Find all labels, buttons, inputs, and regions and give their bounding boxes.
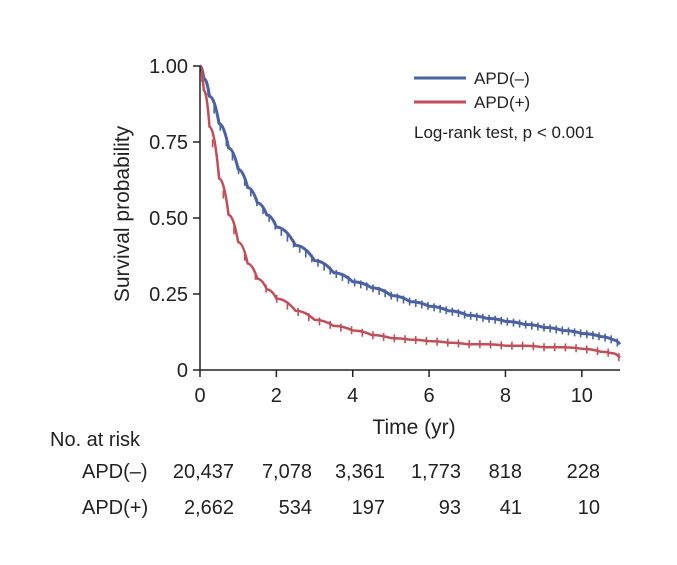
risk-row-label-apd-pos: APD(+) [82,497,148,519]
legend: APD(–) APD(+) Log-rank test, p < 0.001 [414,69,594,142]
series-line-apd-pos [198,64,621,359]
risk-value: 818 [489,461,522,483]
risk-value: 3,361 [335,461,385,483]
series-line-apd-neg [199,64,622,346]
risk-values: 20,437 7,078 3,361 1,773 818 228 2,662 534 197 93… [173,461,600,519]
x-tick-label: 4 [347,385,358,407]
risk-value: 2,662 [184,497,234,519]
y-tick-label: 1.00 [149,56,188,78]
risk-value: 197 [352,497,385,519]
risk-value: 1,773 [411,461,461,483]
tick-layer: 0 2 4 6 8 10 0 0.25 0.50 0.75 1.00 [149,56,593,407]
risk-row-label-apd-neg: APD(–) [82,461,148,483]
y-axis-title: Survival probability [111,125,134,302]
y-tick-label: 0 [177,360,188,382]
risk-value: 228 [567,461,600,483]
risk-value: 534 [279,497,312,519]
risk-value: 10 [578,497,600,519]
y-tick-label: 0.25 [149,284,188,306]
series-layer [198,64,622,362]
y-tick-label: 0.50 [149,208,188,230]
risk-value: 20,437 [173,461,234,483]
risk-value: 7,078 [262,461,312,483]
legend-label-apd-pos: APD(+) [474,93,530,112]
x-tick-label: 0 [194,385,205,407]
y-tick-label: 0.75 [149,132,188,154]
risk-table: No. at risk APD(–) APD(+) 20,437 7,078 3,3… [50,429,600,519]
x-tick-label: 2 [271,385,282,407]
x-tick-label: 10 [571,385,593,407]
risk-table-title: No. at risk [50,429,141,451]
log-rank-annotation: Log-rank test, p < 0.001 [414,123,594,142]
x-tick-label: 6 [424,385,435,407]
legend-label-apd-neg: APD(–) [474,69,530,88]
x-tick-label: 8 [500,385,511,407]
risk-value: 41 [500,497,522,519]
x-axis-title: Time (yr) [372,416,455,439]
risk-value: 93 [439,497,461,519]
